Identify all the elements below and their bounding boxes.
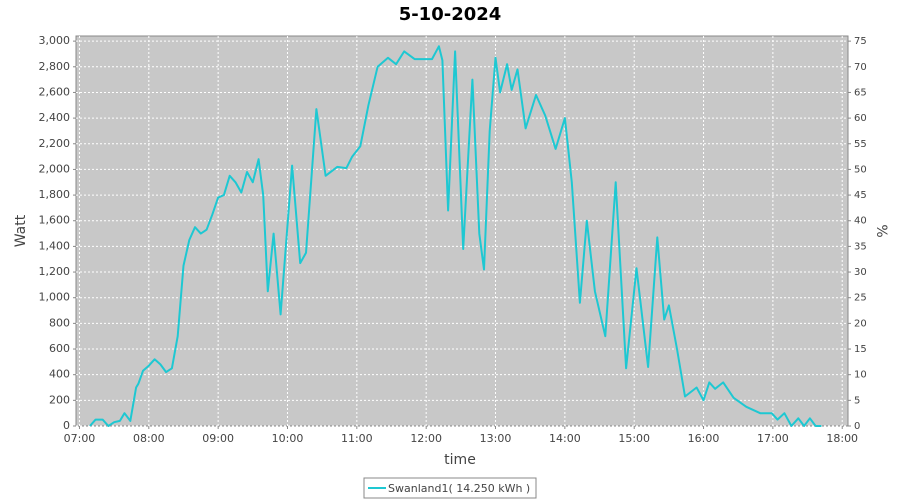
y2-tick-label: 5 [854,395,860,406]
x-tick-label: 07:00 [64,432,96,445]
y-tick-label: 2,000 [39,162,71,175]
y2-tick-label: 40 [854,216,867,227]
x-tick-label: 14:00 [549,432,581,445]
x-tick-label: 08:00 [133,432,165,445]
y-tick-label: 1,400 [39,239,71,252]
y2-tick-label: 30 [854,267,867,278]
y-tick-label: 600 [49,342,70,355]
y-tick-label: 1,200 [39,265,71,278]
x-tick-label: 11:00 [341,432,373,445]
y-tick-label: 1,000 [39,291,71,304]
y2-tick-label: 50 [854,164,867,175]
y-tick-label: 2,200 [39,137,71,150]
y-tick-label: 2,800 [39,60,71,73]
x-tick-label: 18:00 [826,432,858,445]
y-tick-label: 200 [49,393,70,406]
y2-tick-label: 70 [854,62,867,73]
chart-title: 5-10-2024 [399,4,502,25]
y2-tick-label: 20 [854,318,867,329]
y-tick-label: 3,000 [39,34,71,47]
y2-tick-label: 60 [854,113,867,124]
y2-tick-label: 35 [854,241,867,252]
line-series [89,45,822,427]
legend-box [363,477,537,499]
y-tick-label: 800 [49,316,70,329]
y-tick-label: 1,800 [39,188,71,201]
x-tick-label: 16:00 [688,432,720,445]
y-tick-label: 400 [49,368,70,381]
y-axis-label: Watt [13,214,29,247]
x-tick-label: 17:00 [757,432,789,445]
legend-label: Swanland1( 14.250 kWh ) [388,482,530,495]
x-tick-label: 09:00 [202,432,234,445]
y2-tick-label: 15 [854,344,867,355]
y-tick-label: 2,400 [39,111,71,124]
y2-tick-label: 55 [854,139,867,150]
y2-tick-label: 75 [854,36,867,47]
x-tick-label: 12:00 [410,432,442,445]
y2-tick-label: 0 [854,421,860,432]
y-tick-label: 0 [63,419,70,432]
y-tick-label: 2,600 [39,85,71,98]
y2-tick-label: 25 [854,293,867,304]
x-tick-label: 15:00 [618,432,650,445]
y2-tick-label: 45 [854,190,867,201]
y2-tick-label: 65 [854,87,867,98]
y-tick-label: 1,600 [39,214,71,227]
y2-axis-label: % [873,224,889,237]
y2-tick-label: 10 [854,370,867,381]
x-tick-label: 13:00 [480,432,512,445]
x-axis-label: time [444,452,476,468]
x-tick-label: 10:00 [272,432,304,445]
